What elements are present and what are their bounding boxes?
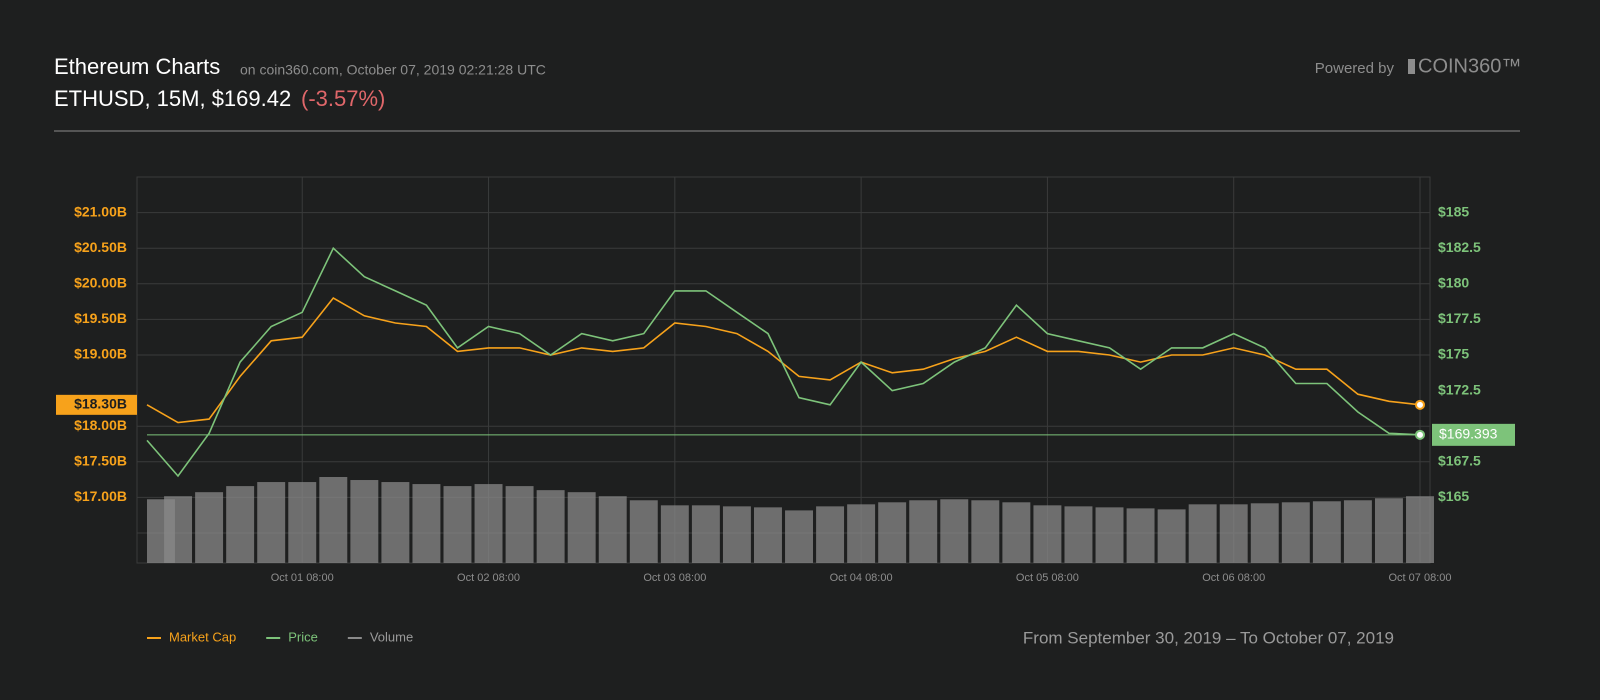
volume-bar xyxy=(847,504,876,563)
y2-tick-label: $175 xyxy=(1438,346,1469,362)
volume-bar xyxy=(350,480,379,563)
price-badge xyxy=(1432,423,1515,446)
market-cap-badge xyxy=(56,394,137,415)
legend-label: Volume xyxy=(370,629,413,644)
plot-frame xyxy=(136,176,1431,564)
volume-bar xyxy=(1095,507,1124,563)
volume-bar xyxy=(629,500,658,563)
legend-label: Price xyxy=(288,629,318,644)
volume-bar xyxy=(660,505,689,563)
volume-bar xyxy=(1312,501,1341,563)
volume-bar xyxy=(1126,508,1155,563)
y-tick-label: $20.00B xyxy=(74,275,127,291)
volume-bar xyxy=(878,502,907,563)
volume-bar xyxy=(754,507,782,563)
volume-bar xyxy=(567,492,596,563)
volume-bar xyxy=(381,482,410,563)
powered-by: Powered by xyxy=(1315,60,1395,77)
volume-bar xyxy=(722,506,751,563)
line-series xyxy=(146,296,1421,424)
chart-title: Ethereum Charts xyxy=(54,54,220,79)
y-tick-label: $17.50B xyxy=(74,453,127,469)
volume-bar xyxy=(971,500,1000,563)
y2-tick-label: $165 xyxy=(1438,488,1469,504)
y-tick-label: $20.50B xyxy=(74,239,127,255)
price-change: (-3.57%) xyxy=(301,86,385,111)
x-tick-label: Oct 07 08:00 xyxy=(1389,572,1452,584)
volume-bar xyxy=(288,482,317,563)
x-tick-label: Oct 01 08:00 xyxy=(271,572,334,584)
legend-label: Market Cap xyxy=(169,629,236,644)
symbol-line: ETHUSD, 15M, $169.42 xyxy=(54,86,291,111)
volume-bar xyxy=(1343,500,1372,563)
volume-bar xyxy=(785,510,813,563)
volume-bar xyxy=(1281,502,1310,563)
volume-bar xyxy=(1406,496,1434,563)
volume-bar xyxy=(257,482,286,563)
date-range: From September 30, 2019 – To October 07,… xyxy=(1023,628,1394,647)
y-tick-label: $19.00B xyxy=(74,346,127,362)
volume-bar xyxy=(909,500,938,563)
volume-bar xyxy=(1157,509,1186,563)
brand-icon xyxy=(1408,59,1415,74)
x-tick-label: Oct 03 08:00 xyxy=(643,572,706,584)
volume-bar xyxy=(164,496,193,563)
x-tick-label: Oct 04 08:00 xyxy=(830,572,893,584)
volume-bar xyxy=(226,486,255,563)
y2-tick-label: $180 xyxy=(1438,275,1469,291)
line-series xyxy=(146,246,1421,478)
volume-bar xyxy=(691,505,720,563)
y2-tick-label: $185 xyxy=(1438,203,1469,219)
volume-bar xyxy=(536,490,565,563)
volume-bar xyxy=(1188,504,1217,563)
volume-bar xyxy=(1219,504,1248,563)
volume-bar xyxy=(412,484,441,563)
y-tick-label: $21.00B xyxy=(74,203,127,219)
volume-bar xyxy=(505,486,534,563)
y-tick-label: $17.00B xyxy=(74,488,127,504)
volume-bar xyxy=(1250,503,1279,563)
x-tick-label: Oct 02 08:00 xyxy=(457,572,520,584)
volume-bar xyxy=(940,499,969,563)
price-badge-label: $169.393 xyxy=(1439,426,1498,442)
market-cap-dot xyxy=(1415,399,1425,410)
market-cap-badge-label: $18.30B xyxy=(74,396,127,412)
brand: COIN360™ xyxy=(1418,55,1521,77)
y2-tick-label: $177.5 xyxy=(1438,310,1481,326)
y2-tick-label: $172.5 xyxy=(1438,381,1481,397)
volume-bar xyxy=(1064,506,1093,563)
y-tick-label: $18.00B xyxy=(74,417,127,433)
subtitle: on coin360.com, October 07, 2019 02:21:2… xyxy=(240,62,546,78)
price-dot xyxy=(1415,429,1425,440)
x-tick-label: Oct 06 08:00 xyxy=(1202,572,1265,584)
volume-bar xyxy=(474,484,503,563)
volume-bar xyxy=(1374,498,1403,563)
y2-tick-label: $182.5 xyxy=(1438,239,1481,255)
volume-bar xyxy=(443,486,472,563)
volume-bar xyxy=(195,492,224,563)
volume-bar xyxy=(1033,505,1062,563)
x-tick-label: Oct 05 08:00 xyxy=(1016,572,1079,584)
volume-bar xyxy=(598,496,627,563)
volume-bar xyxy=(319,477,348,563)
y2-tick-label: $167.5 xyxy=(1438,453,1481,469)
y-tick-label: $19.50B xyxy=(74,310,127,326)
volume-bar xyxy=(1002,502,1031,563)
volume-bar xyxy=(816,506,845,563)
